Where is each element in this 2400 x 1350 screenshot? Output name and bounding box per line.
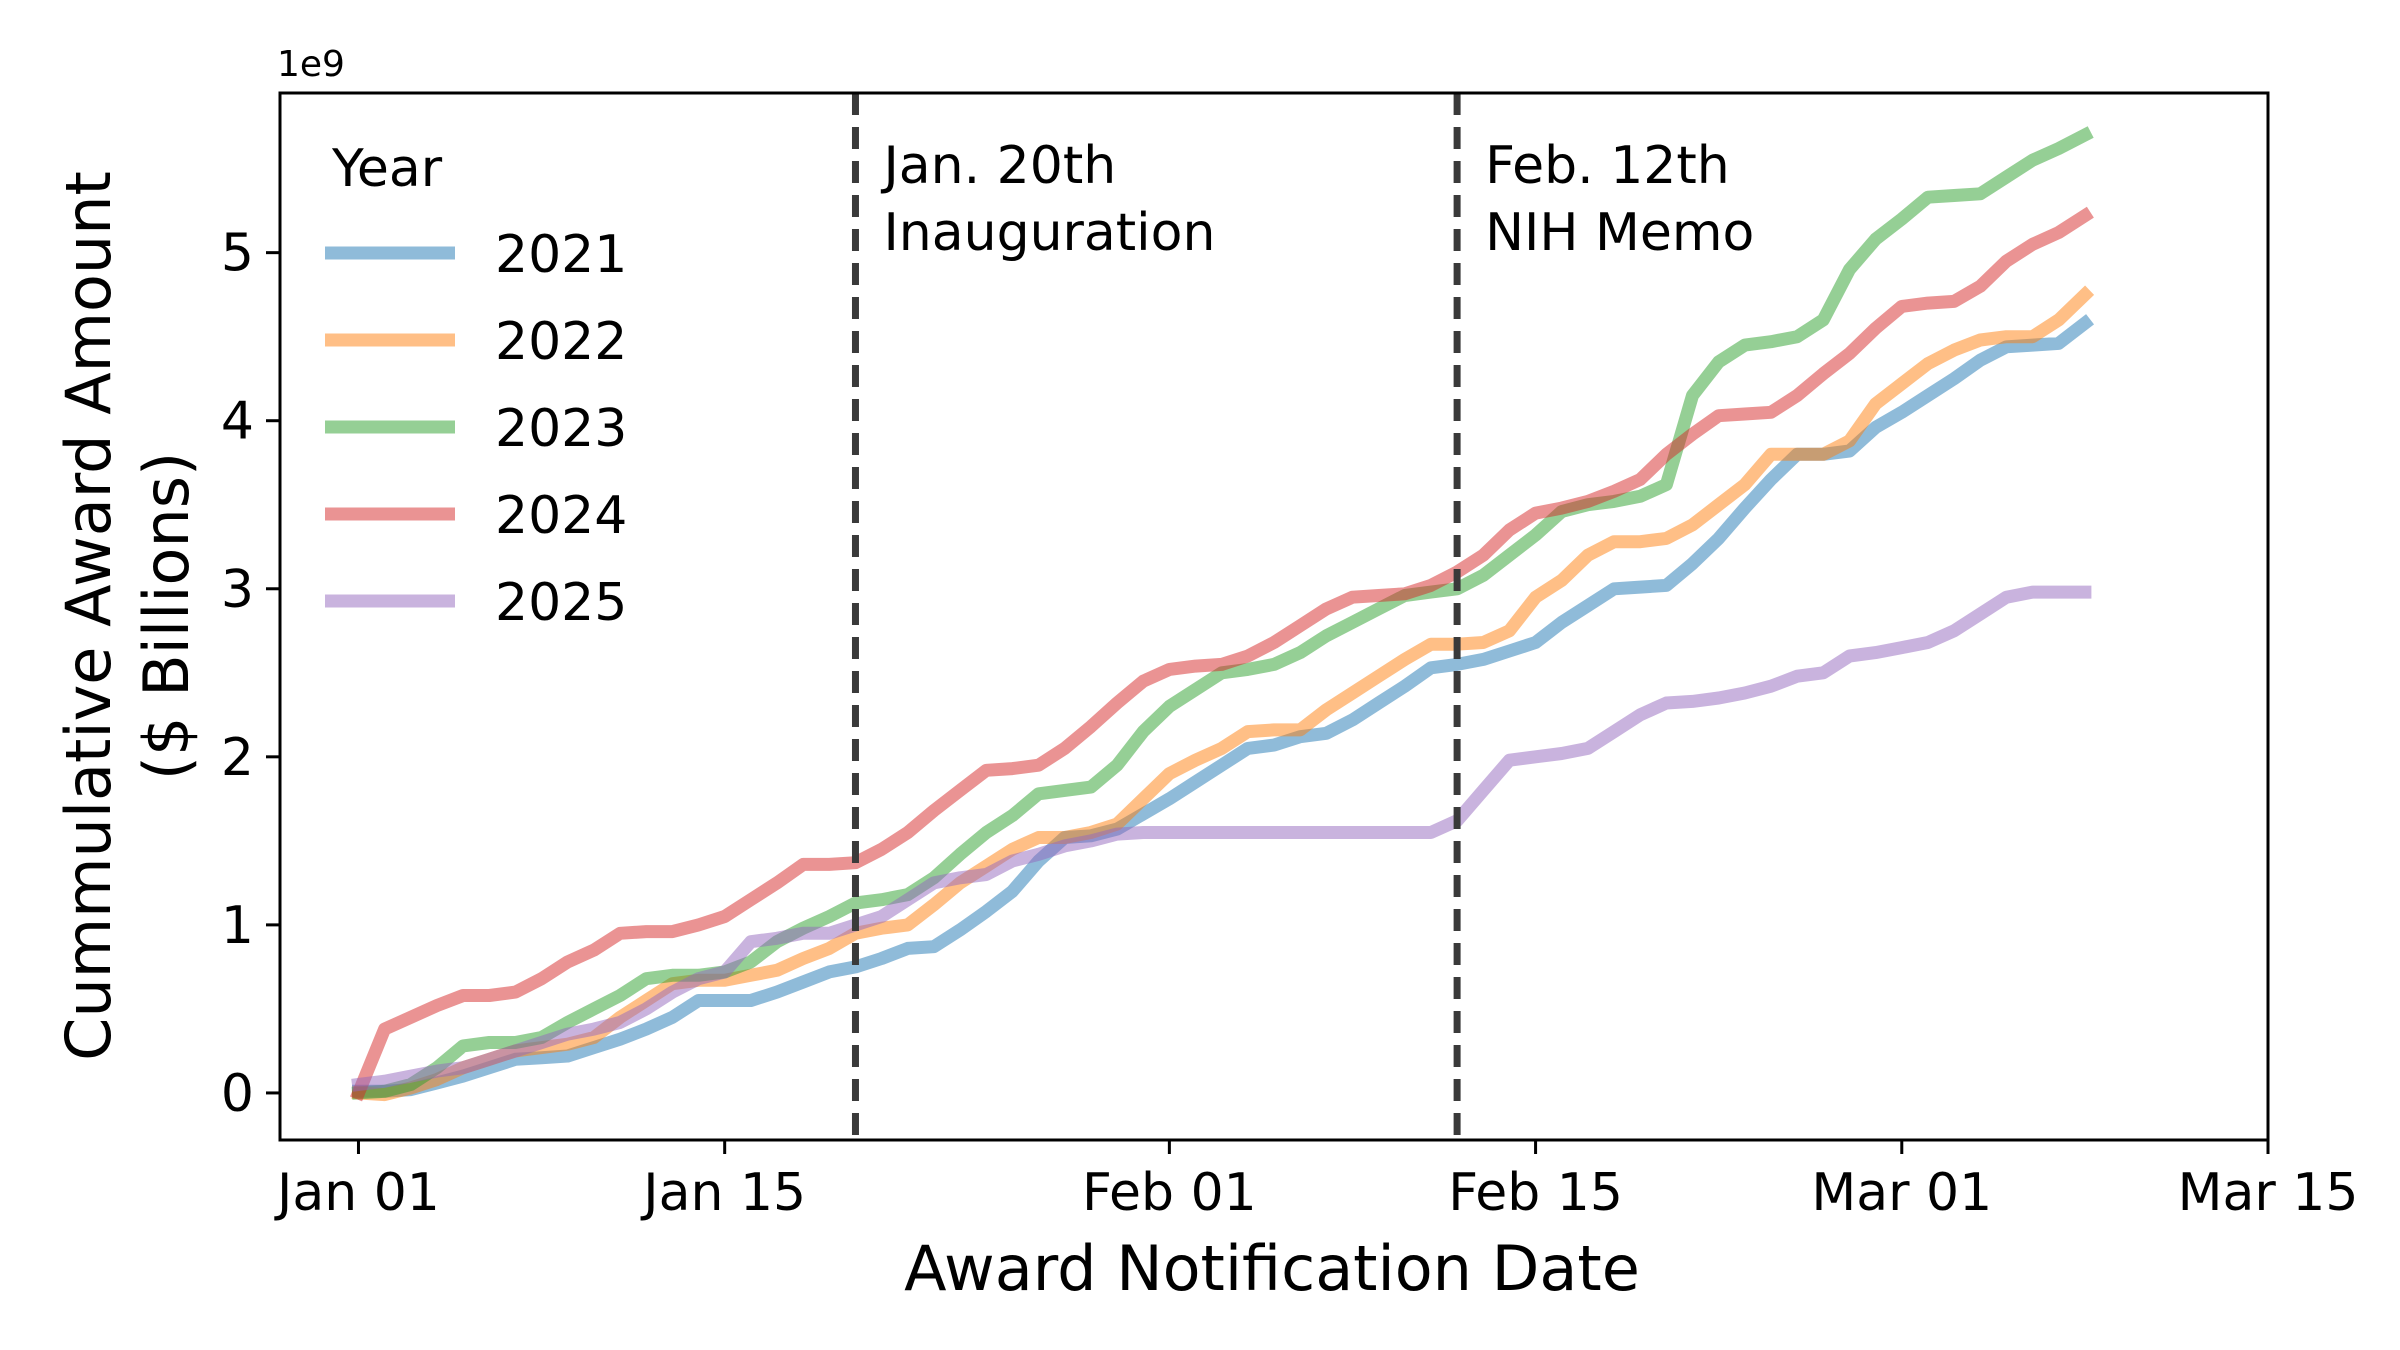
vline-layer: Jan. 20th Inauguration Feb. 12th NIH Memo — [851, 93, 1754, 1140]
legend-label-2021: 2021 — [495, 225, 627, 285]
axis-layer: Jan 01 Jan 15 Feb 01 Feb 15 Mar 01 Mar 15 0 1 2 3… — [221, 224, 2359, 1223]
series-line-2022 — [351, 285, 2095, 1102]
x-axis-label: Award Notification Date — [904, 1232, 1640, 1305]
legend-title: Year — [331, 139, 443, 199]
legend-label-2023: 2023 — [495, 399, 627, 459]
event-label-2-line1: Feb. 12th — [1485, 136, 1730, 196]
y-tick-label: 4 — [221, 392, 254, 452]
series-line-2025 — [351, 585, 2092, 1092]
series-line-2023 — [351, 126, 2094, 1100]
x-tick-label: Feb 15 — [1448, 1163, 1623, 1223]
legend-label-2024: 2024 — [495, 486, 627, 546]
y-offset-text: 1e9 — [277, 44, 345, 85]
event-label-1-line1: Jan. 20th — [880, 136, 1116, 196]
y-tick-label: 5 — [221, 224, 254, 284]
y-tick-label: 1 — [221, 896, 254, 956]
x-tick-label: Jan 15 — [640, 1163, 806, 1223]
x-tick-label: Mar 01 — [1811, 1163, 1992, 1223]
y-tick-label: 0 — [221, 1064, 254, 1124]
x-tick-label: Jan 01 — [274, 1163, 440, 1223]
x-tick-label: Mar 15 — [2178, 1163, 2359, 1223]
y-tick-label: 3 — [221, 560, 254, 620]
plot-frame — [278, 91, 2270, 1142]
legend: Year 2021 2022 2023 2024 2025 — [325, 139, 627, 633]
y-axis-label-line1: Cummulative Award Amount — [52, 171, 125, 1061]
y-axis-label: Cummulative Award Amount ($ Billions) — [52, 171, 203, 1061]
event-label-1-line2: Inauguration — [883, 203, 1215, 263]
series-layer — [350, 126, 2095, 1102]
legend-label-2025: 2025 — [495, 573, 627, 633]
y-tick-label: 2 — [221, 728, 254, 788]
series-line-2024 — [350, 206, 2094, 1102]
y-axis-label-line2: ($ Billions) — [130, 452, 203, 781]
legend-label-2022: 2022 — [495, 312, 627, 372]
event-label-2-line2: NIH Memo — [1485, 203, 1754, 263]
x-tick-label: Feb 01 — [1082, 1163, 1257, 1223]
